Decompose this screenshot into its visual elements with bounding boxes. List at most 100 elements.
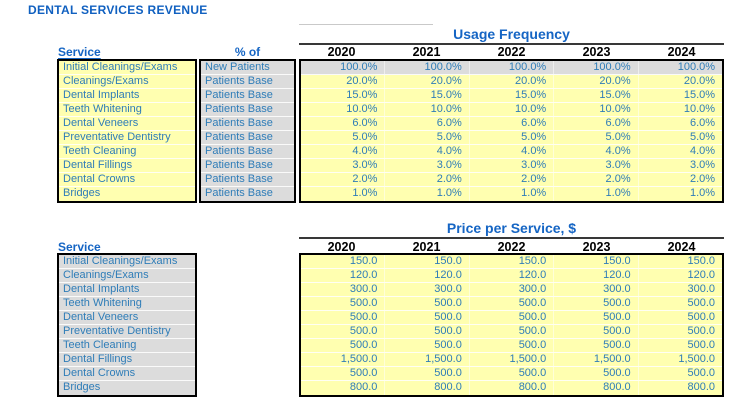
value-cell[interactable]: 4.0% [468, 145, 553, 158]
value-cell[interactable]: 6.0% [468, 117, 553, 130]
value-cell[interactable]: 10.0% [346, 103, 378, 115]
value-cell[interactable]: 20.0% [346, 75, 378, 87]
value-cell[interactable]: 1.0% [352, 187, 378, 199]
service-cell[interactable]: Teeth Whitening [63, 103, 142, 115]
value-cell[interactable]: 800.0 [468, 381, 553, 395]
value-cell[interactable]: 500.0 [553, 297, 637, 310]
value-cell[interactable]: 500.0 [349, 297, 378, 309]
value-cell[interactable]: 2.0% [352, 173, 378, 185]
service-cell[interactable]: Preventative Dentistry [63, 131, 171, 143]
service-cell[interactable]: Dental Crowns [63, 367, 136, 379]
value-cell[interactable]: 4.0% [637, 145, 722, 158]
pct-of-cell[interactable]: Patients Base [205, 103, 273, 115]
value-cell[interactable]: 150.0 [384, 255, 468, 268]
value-cell[interactable]: 500.0 [637, 311, 722, 324]
value-cell[interactable]: 800.0 [349, 381, 378, 393]
value-cell[interactable]: 500.0 [349, 311, 378, 323]
value-cell[interactable]: 500.0 [468, 367, 553, 380]
value-cell[interactable]: 500.0 [349, 339, 378, 351]
value-cell[interactable]: 1.0% [468, 187, 553, 201]
value-cell[interactable]: 150.0 [553, 255, 637, 268]
value-cell[interactable]: 1.0% [553, 187, 637, 201]
value-cell[interactable]: 500.0 [468, 297, 553, 310]
value-cell[interactable]: 20.0% [384, 75, 468, 88]
service-cell[interactable]: Dental Fillings [63, 353, 133, 365]
pct-of-cell[interactable]: Patients Base [205, 173, 273, 185]
value-cell[interactable]: 150.0 [637, 255, 722, 268]
value-cell[interactable]: 3.0% [384, 159, 468, 172]
value-cell[interactable]: 500.0 [468, 311, 553, 324]
value-cell[interactable]: 300.0 [637, 283, 722, 296]
value-cell[interactable]: 1,500.0 [384, 353, 468, 366]
value-cell[interactable]: 100.0% [637, 61, 722, 74]
value-cell[interactable]: 2.0% [384, 173, 468, 186]
value-cell[interactable]: 150.0 [468, 255, 553, 268]
value-cell[interactable]: 500.0 [637, 367, 722, 380]
value-cell[interactable]: 1,500.0 [637, 353, 722, 366]
value-cell[interactable]: 500.0 [553, 311, 637, 324]
value-cell[interactable]: 10.0% [553, 103, 637, 116]
value-cell[interactable]: 10.0% [468, 103, 553, 116]
value-cell[interactable]: 120.0 [349, 269, 378, 281]
value-cell[interactable]: 6.0% [384, 117, 468, 130]
value-cell[interactable]: 100.0% [468, 61, 553, 74]
value-cell[interactable]: 20.0% [637, 75, 722, 88]
value-cell[interactable]: 1.0% [637, 187, 722, 201]
value-cell[interactable]: 500.0 [637, 339, 722, 352]
value-cell[interactable]: 2.0% [553, 173, 637, 186]
value-cell[interactable]: 2.0% [468, 173, 553, 186]
value-cell[interactable]: 500.0 [553, 325, 637, 338]
pct-of-cell[interactable]: Patients Base [205, 75, 273, 87]
pct-of-cell[interactable]: Patients Base [205, 159, 273, 171]
pct-of-cell[interactable]: Patients Base [205, 145, 273, 157]
value-cell[interactable]: 500.0 [468, 325, 553, 338]
value-cell[interactable]: 15.0% [384, 89, 468, 102]
service-cell[interactable]: Teeth Cleaning [63, 145, 137, 157]
service-cell[interactable]: Dental Veneers [63, 311, 139, 323]
value-cell[interactable]: 20.0% [553, 75, 637, 88]
value-cell[interactable]: 500.0 [349, 325, 378, 337]
value-cell[interactable]: 1.0% [384, 187, 468, 201]
value-cell[interactable]: 120.0 [553, 269, 637, 282]
value-cell[interactable]: 5.0% [553, 131, 637, 144]
value-cell[interactable]: 500.0 [384, 339, 468, 352]
value-cell[interactable]: 3.0% [352, 159, 378, 171]
value-cell[interactable]: 300.0 [349, 283, 378, 295]
value-cell[interactable]: 4.0% [384, 145, 468, 158]
pct-of-cell[interactable]: New Patients [205, 61, 270, 73]
value-cell[interactable]: 5.0% [468, 131, 553, 144]
value-cell[interactable]: 10.0% [384, 103, 468, 116]
value-cell[interactable]: 1,500.0 [340, 353, 378, 365]
value-cell[interactable]: 100.0% [340, 61, 378, 73]
service-cell[interactable]: Cleanings/Exams [63, 75, 149, 87]
service-cell[interactable]: Teeth Whitening [63, 297, 142, 309]
value-cell[interactable]: 1,500.0 [553, 353, 637, 366]
value-cell[interactable]: 5.0% [637, 131, 722, 144]
value-cell[interactable]: 1,500.0 [468, 353, 553, 366]
value-cell[interactable]: 800.0 [637, 381, 722, 395]
value-cell[interactable]: 4.0% [352, 145, 378, 157]
value-cell[interactable]: 100.0% [553, 61, 637, 74]
pct-of-cell[interactable]: Patients Base [205, 131, 273, 143]
service-cell[interactable]: Dental Veneers [63, 117, 139, 129]
service-cell[interactable]: Dental Fillings [63, 159, 133, 171]
value-cell[interactable]: 15.0% [346, 89, 378, 101]
service-cell[interactable]: Bridges [63, 381, 101, 393]
service-cell[interactable]: Initial Cleanings/Exams [63, 255, 178, 267]
value-cell[interactable]: 5.0% [384, 131, 468, 144]
value-cell[interactable]: 15.0% [637, 89, 722, 102]
pct-of-cell[interactable]: Patients Base [205, 187, 273, 199]
value-cell[interactable]: 500.0 [349, 367, 378, 379]
value-cell[interactable]: 4.0% [553, 145, 637, 158]
value-cell[interactable]: 10.0% [637, 103, 722, 116]
service-cell[interactable]: Bridges [63, 187, 101, 199]
value-cell[interactable]: 120.0 [468, 269, 553, 282]
value-cell[interactable]: 120.0 [637, 269, 722, 282]
value-cell[interactable]: 500.0 [468, 339, 553, 352]
service-cell[interactable]: Dental Implants [63, 89, 140, 101]
service-cell[interactable]: Teeth Cleaning [63, 339, 137, 351]
value-cell[interactable]: 500.0 [384, 367, 468, 380]
value-cell[interactable]: 6.0% [553, 117, 637, 130]
value-cell[interactable]: 150.0 [349, 255, 378, 267]
value-cell[interactable]: 800.0 [384, 381, 468, 395]
